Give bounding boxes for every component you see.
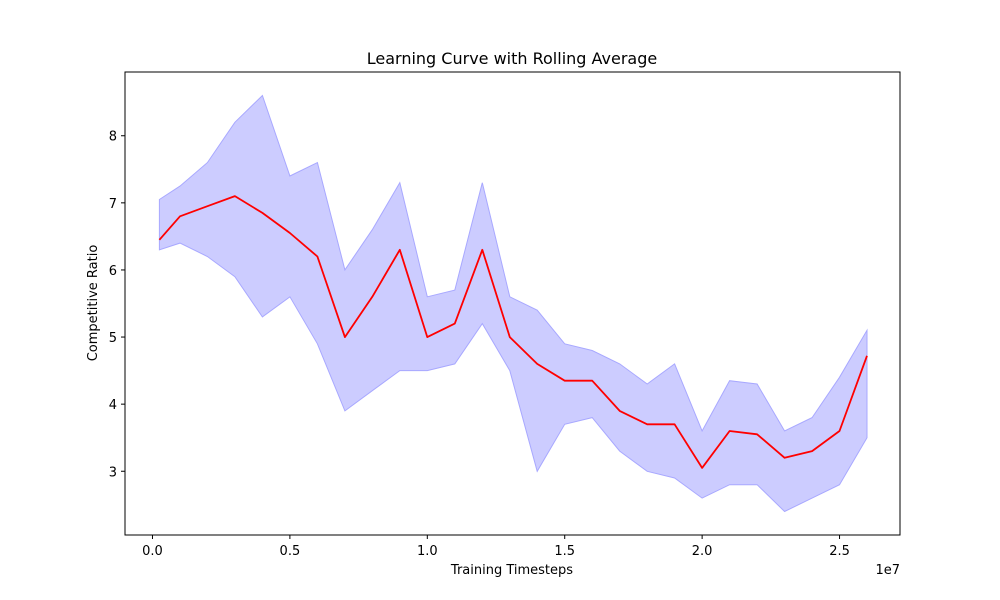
x-tick-label: 0.0 [142, 544, 163, 559]
rolling-mean-line [158, 195, 868, 469]
x-offset-label: 1e7 [875, 563, 900, 578]
plot-frame [124, 71, 901, 536]
x-tick-label: 2.0 [692, 544, 713, 559]
x-tick-label: 1.0 [417, 544, 438, 559]
x-axis: 0.0 0.5 1.0 1.5 2.0 2.5 [142, 535, 850, 559]
chart-title: Learning Curve with Rolling Average [367, 49, 657, 68]
y-tick-label: 8 [109, 130, 117, 145]
y-tick-label: 6 [109, 264, 117, 279]
y-axis: 3 4 5 6 7 8 [109, 130, 125, 480]
y-tick-label: 5 [109, 331, 117, 346]
x-tick-label: 0.5 [280, 544, 301, 559]
y-axis-label: Competitive Ratio [86, 245, 101, 362]
y-tick-label: 3 [109, 465, 117, 480]
x-axis-label: Training Timesteps [450, 563, 573, 578]
std-band [158, 94, 868, 513]
x-tick-label: 2.5 [829, 544, 850, 559]
y-tick-label: 4 [109, 398, 117, 413]
plot-area [124, 71, 901, 536]
y-tick-label: 7 [109, 197, 117, 212]
x-tick-label: 1.5 [554, 544, 575, 559]
